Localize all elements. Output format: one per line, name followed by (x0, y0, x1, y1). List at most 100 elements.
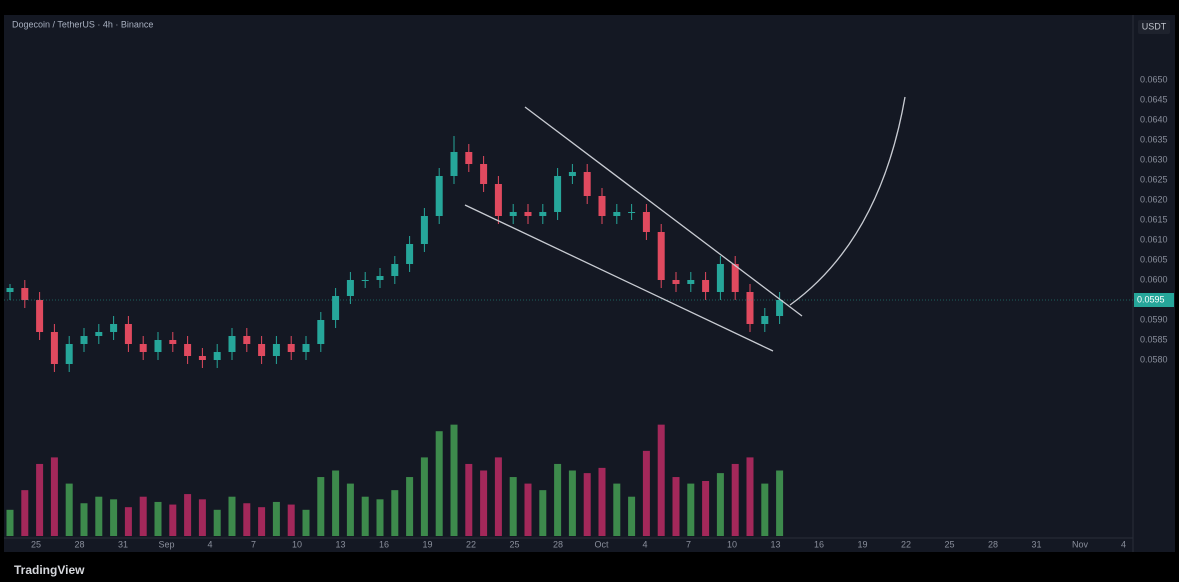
volume-bar (124, 507, 132, 536)
y-tick-label: 0.0605 (1140, 254, 1168, 264)
candle-body (420, 216, 428, 244)
candle-body (761, 316, 769, 324)
volume-bar (272, 501, 280, 536)
volume-bar (65, 483, 73, 536)
chart-title: Dogecoin / TetherUS · 4h · Binance (12, 19, 153, 29)
volume-bar (480, 470, 488, 536)
volume-bar (317, 477, 325, 536)
volume-bar (332, 470, 340, 536)
candle-body (21, 288, 29, 300)
volume-bar (583, 473, 591, 536)
candle-body (539, 212, 547, 216)
candle-body (465, 152, 473, 164)
volume-bar (169, 504, 177, 536)
volume-bar (228, 496, 236, 536)
candle-body (731, 264, 739, 292)
x-tick-label: 19 (422, 539, 432, 549)
candle-body (317, 320, 325, 344)
trendline-lower (464, 204, 774, 352)
volume-bar (657, 424, 665, 536)
volume-bar (21, 490, 29, 536)
candle-body (302, 344, 310, 352)
candle-body (243, 336, 251, 344)
volume-bar (465, 463, 473, 536)
volume-bar (198, 499, 206, 536)
candle-body (36, 300, 44, 332)
volume-bar (302, 509, 310, 536)
volume-bar (450, 424, 458, 536)
volume-bar (716, 473, 724, 536)
y-tick-label: 0.0625 (1140, 174, 1168, 184)
candle-body (435, 176, 443, 216)
volume-bar (243, 503, 251, 536)
candle-body (568, 172, 576, 176)
currency: USDT (1142, 21, 1167, 31)
x-tick-label: 13 (770, 539, 780, 549)
volume-bar (731, 463, 739, 536)
candle-body (346, 280, 354, 296)
y-tick-label: 0.0585 (1140, 334, 1168, 344)
candle-body (776, 300, 784, 316)
x-tick-label: 7 (686, 539, 691, 549)
x-tick-label: Nov (1072, 539, 1089, 549)
candle-body (213, 352, 221, 360)
volume-bar (435, 431, 443, 536)
volume-bar (391, 490, 399, 536)
x-tick-label: 25 (509, 539, 519, 549)
x-tick-label: 4 (642, 539, 647, 549)
candle-body (672, 280, 680, 284)
y-tick-label: 0.0630 (1140, 154, 1168, 164)
candle-body (450, 152, 458, 176)
x-tick-label: Oct (594, 539, 609, 549)
candle-body (628, 212, 636, 213)
y-tick-label: 0.0645 (1140, 94, 1168, 104)
candle-body (406, 244, 414, 264)
volume-bar (258, 507, 266, 536)
volume-bar (554, 463, 562, 536)
y-tick-label: 0.0650 (1140, 74, 1168, 84)
x-tick-label: 22 (901, 539, 911, 549)
projection-curve (789, 96, 906, 306)
candle-body (6, 288, 14, 292)
x-tick-label: 13 (335, 539, 345, 549)
brand: TradingView (14, 563, 85, 577)
candle-body (124, 324, 132, 344)
volume-bar (346, 483, 354, 536)
y-tick-label: 0.0580 (1140, 354, 1168, 364)
candle-body (80, 336, 88, 344)
volume-bar (613, 483, 621, 536)
candle-body (258, 344, 266, 356)
x-tick-label: 10 (727, 539, 737, 549)
y-tick-label: 0.0615 (1140, 214, 1168, 224)
x-tick-label: 7 (251, 539, 256, 549)
volume-bar (568, 470, 576, 536)
candle-body (598, 196, 606, 216)
x-tick-label: 22 (466, 539, 476, 549)
volume-bar (287, 504, 295, 536)
volume-bar (6, 509, 14, 536)
volume-bar (361, 496, 369, 536)
x-tick-label: 16 (814, 539, 824, 549)
x-tick-label: 28 (553, 539, 563, 549)
volume-bar (420, 457, 428, 536)
candle-body (154, 340, 162, 352)
candle-body (716, 264, 724, 292)
volume-bar (110, 499, 118, 536)
candle-body (746, 292, 754, 324)
volume-bar (776, 470, 784, 536)
chart-background (4, 15, 1175, 552)
currency-box (1138, 20, 1170, 34)
x-tick-label: 31 (118, 539, 128, 549)
candle-body (391, 264, 399, 276)
volume-bar (598, 467, 606, 536)
candle-body (509, 212, 517, 216)
volume-bar (80, 503, 88, 536)
x-tick-label: 25 (31, 539, 41, 549)
candle-body (332, 296, 340, 320)
volume-bar (687, 483, 695, 536)
marks: 0.0595 (4, 136, 1174, 536)
volume-bar (213, 509, 221, 536)
volume-bar (36, 463, 44, 536)
candle-body (198, 356, 206, 360)
